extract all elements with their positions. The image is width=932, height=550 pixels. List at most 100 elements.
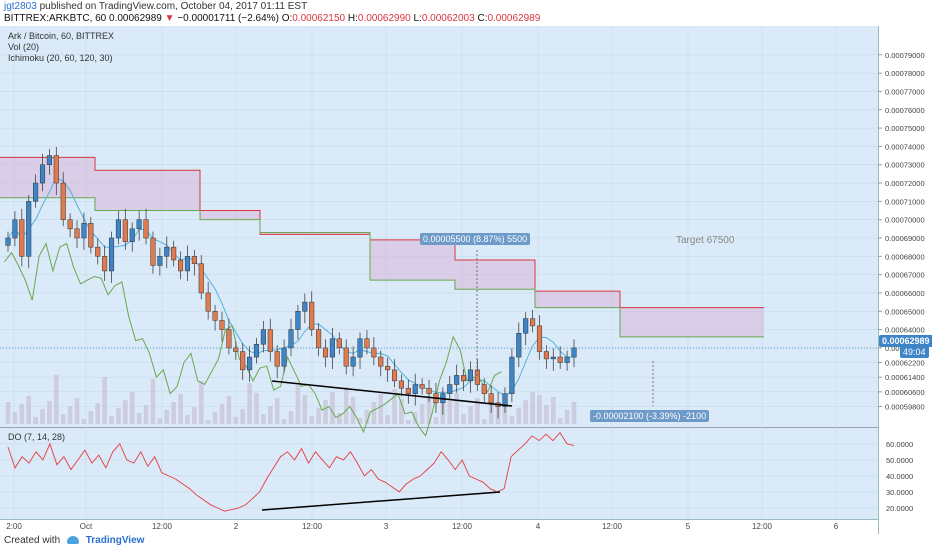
volume-bar <box>254 393 259 424</box>
osc-tick-label: 30.0000 <box>886 488 913 497</box>
volume-bar <box>74 398 80 424</box>
volume-bar <box>267 406 273 424</box>
candle-body <box>19 219 25 257</box>
candle-body <box>198 263 204 294</box>
symbol-line: BITTREX:ARKBTC, 60 0.00062989 ▼ −0.00001… <box>4 13 540 24</box>
price-axis[interactable] <box>878 26 932 534</box>
candle-body <box>447 384 453 394</box>
volume-bar <box>516 408 522 424</box>
volume-bar <box>571 402 577 424</box>
volume-bar <box>364 410 370 424</box>
candle-body <box>212 311 218 321</box>
candle-body <box>378 356 384 367</box>
candle-body <box>122 219 128 242</box>
volume-bar <box>343 387 349 424</box>
candle-body <box>150 237 156 266</box>
candle-body <box>157 256 163 266</box>
price-tick-label: 0.00070000 <box>885 216 925 225</box>
candle-body <box>184 256 191 272</box>
price-tick-label: 0.00077000 <box>885 87 925 96</box>
candle-body <box>115 219 121 239</box>
candle-body <box>426 387 432 394</box>
volume-bar <box>67 406 73 424</box>
publish-info: jgt2803 published on TradingView.com, Oc… <box>4 1 307 12</box>
volume-bar <box>433 417 439 424</box>
volume-bar <box>198 381 204 424</box>
candle-body <box>371 347 377 358</box>
candle-body <box>46 155 52 165</box>
candle-body <box>461 375 467 382</box>
volume-bar <box>150 379 156 424</box>
volume-bar <box>412 412 418 424</box>
volume-bar <box>557 418 563 424</box>
candle-body <box>571 347 577 358</box>
span-a-line <box>0 197 764 338</box>
candle-body <box>53 155 59 184</box>
time-tick-label: 12:00 <box>752 522 773 531</box>
price-tick-label: 0.00068000 <box>885 252 925 261</box>
time-tick-label: 12:00 <box>152 522 173 531</box>
osc-tick-label: 20.0000 <box>886 504 913 513</box>
volume-bar <box>309 416 315 424</box>
price-tick-label: 0.00064000 <box>885 326 925 335</box>
author-link[interactable]: jgt2803 <box>4 1 37 12</box>
volume-bar <box>212 412 218 424</box>
candle-body <box>260 329 266 345</box>
candle-body <box>454 375 460 385</box>
volume-bar <box>330 392 335 424</box>
candle-body <box>74 228 80 239</box>
footer: Created with TradingView <box>4 535 144 546</box>
volume-bar <box>468 406 473 424</box>
time-tick-label: 12:00 <box>452 522 473 531</box>
candle-body <box>12 219 18 239</box>
tradingview-brand[interactable]: TradingView <box>85 535 145 546</box>
ichimoku-legend: Ichimoku (20, 60, 120, 30) <box>8 53 113 63</box>
volume-bar <box>481 419 487 424</box>
oscillator-pane[interactable] <box>0 429 878 519</box>
osc-tick-label: 40.0000 <box>886 472 913 481</box>
created-with-text: Created with <box>4 535 61 546</box>
oscillator-trendline <box>261 491 501 511</box>
volume-bar <box>157 418 163 424</box>
oscillator-line <box>7 431 575 512</box>
price-tick-label: 0.00072000 <box>885 179 925 188</box>
candle-body <box>247 356 253 371</box>
price-chart[interactable]: 0.00079000 0.00078000 0.00077000 0.00076000… <box>0 26 932 534</box>
chart-title: Ark / Bitcoin, 60, BITTREX <box>8 31 114 41</box>
time-tick-label: Oct <box>80 522 93 531</box>
candle-body <box>412 384 418 394</box>
candle-body <box>364 338 370 349</box>
volume-bar <box>26 396 32 424</box>
volume-bar <box>88 411 94 424</box>
volume-bar <box>129 392 135 424</box>
candle-body <box>523 318 529 334</box>
price-tick-label: 0.00074000 <box>885 142 925 151</box>
candle-body <box>309 301 315 330</box>
main-pane[interactable] <box>0 26 878 426</box>
volume-bar <box>392 389 397 424</box>
low-value: 0.00062003 <box>421 13 475 24</box>
publish-text: published on TradingView.com, October 04… <box>39 1 308 12</box>
candle-body <box>67 219 73 230</box>
candle-body <box>33 182 39 202</box>
volume-bar <box>205 420 211 424</box>
candle-body <box>267 329 273 352</box>
last-price: 0.00062989 <box>109 13 162 24</box>
target-label: Target 67500 <box>676 235 735 246</box>
volume-bar <box>350 397 356 424</box>
volume-bar <box>564 410 570 424</box>
candle-body <box>129 228 135 242</box>
candle-body <box>336 338 342 349</box>
candle-body <box>88 223 94 248</box>
time-tick-label: 12:00 <box>302 522 323 531</box>
candle-body <box>405 387 411 394</box>
candle-body <box>481 384 487 394</box>
ichimoku-cloud <box>0 157 764 337</box>
volume-bar <box>371 402 377 424</box>
price-tick-label: 0.00079000 <box>885 51 925 60</box>
time-tick-label: 2 <box>234 522 239 531</box>
volume-bar <box>523 400 528 424</box>
candle-body <box>143 219 149 239</box>
volume-legend: Vol (20) <box>8 42 39 52</box>
volume-bar <box>5 402 11 424</box>
